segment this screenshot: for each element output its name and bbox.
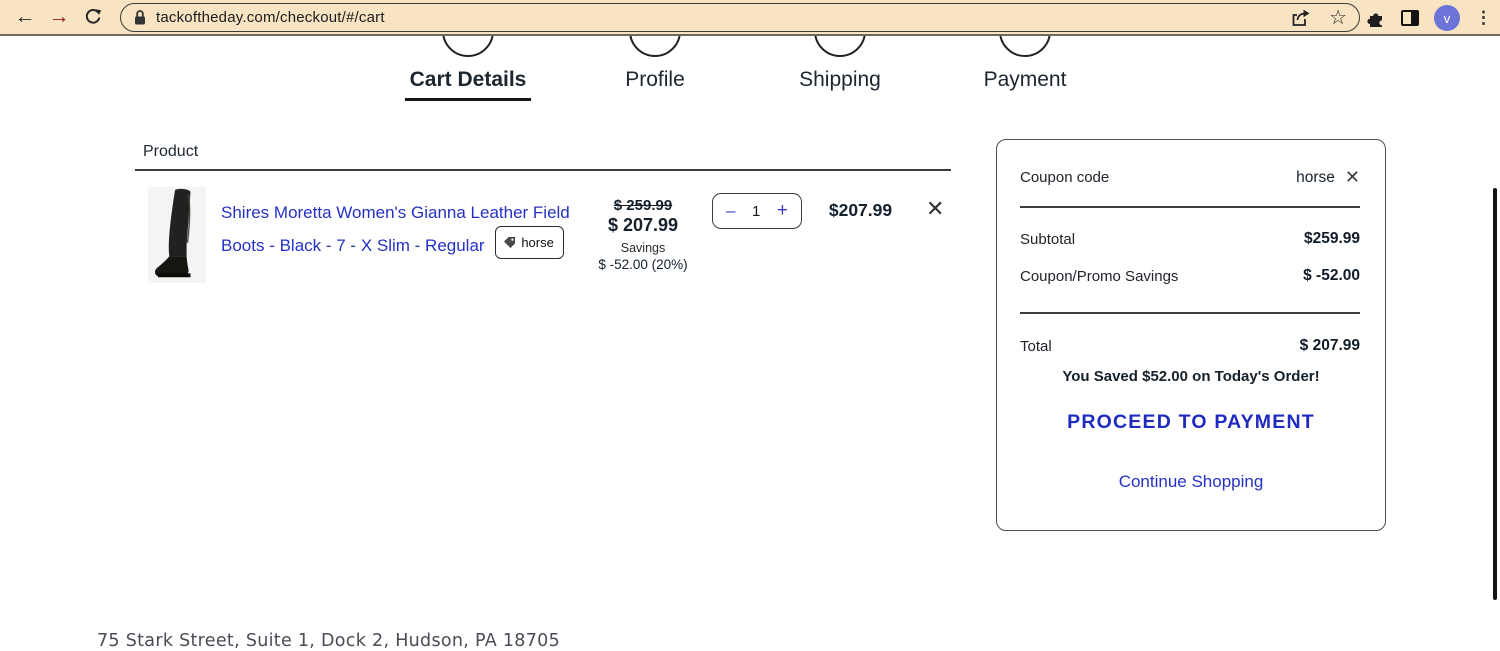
side-panel-icon	[1401, 10, 1419, 26]
address-bar[interactable]: tackoftheday.com/checkout/#/cart ☆	[120, 3, 1360, 32]
reload-icon	[85, 9, 102, 24]
kebab-menu-icon: ⋮	[1475, 8, 1492, 27]
table-header-divider	[135, 169, 951, 171]
product-tag-label: horse	[521, 235, 554, 250]
side-panel-button[interactable]	[1401, 10, 1419, 26]
browser-toolbar: ← → tackoftheday.com/checkout/#/cart ☆	[0, 0, 1500, 36]
footer-address: 75 Stark Street, Suite 1, Dock 2, Hudson…	[97, 631, 561, 651]
tag-icon	[504, 237, 516, 248]
total-row: Total $ 207.99	[1020, 337, 1360, 355]
product-title-link[interactable]: Shires Moretta Women's Gianna Leather Fi…	[221, 199, 593, 259]
vertical-scrollbar-thumb[interactable]	[1493, 188, 1497, 600]
promo-savings-label: Coupon/Promo Savings	[1020, 267, 1179, 285]
product-image-boot[interactable]	[148, 187, 206, 283]
product-column-header: Product	[143, 143, 199, 160]
subtotal-value: $259.99	[1303, 230, 1360, 247]
total-label: Total	[1020, 337, 1052, 355]
total-value: $ 207.99	[1299, 337, 1360, 354]
promo-savings-row: Coupon/Promo Savings $ -52.00	[1020, 267, 1360, 285]
line-total: $207.99	[828, 200, 893, 220]
order-summary-panel: Coupon code horse ✕ Subtotal $259.99 Cou…	[996, 139, 1386, 531]
forward-icon: →	[48, 5, 70, 28]
product-title-text: Shires Moretta Women's Gianna Leather Fi…	[221, 203, 570, 255]
savings-value: $ -52.00 (20%)	[598, 257, 688, 272]
quantity-value: 1	[752, 202, 761, 220]
tab-shipping[interactable]: Shipping	[799, 68, 881, 91]
star-icon: ☆	[1329, 6, 1347, 29]
active-step-underline	[405, 98, 531, 101]
proceed-to-payment-button[interactable]: PROCEED TO PAYMENT	[1067, 411, 1315, 433]
bookmark-button[interactable]: ☆	[1329, 8, 1347, 28]
savings-banner: You Saved $52.00 on Today's Order!	[1062, 368, 1320, 385]
promo-savings-value: $ -52.00	[1303, 267, 1360, 284]
share-icon	[1292, 9, 1310, 26]
remove-coupon-button[interactable]: ✕	[1345, 167, 1360, 188]
avatar-letter: v	[1443, 10, 1451, 26]
applied-coupon-code: horse	[1296, 168, 1335, 186]
coupon-label: Coupon code	[1020, 169, 1110, 186]
continue-shopping-link[interactable]: Continue Shopping	[1118, 472, 1264, 491]
subtotal-label: Subtotal	[1020, 230, 1076, 248]
tab-profile[interactable]: Profile	[625, 68, 685, 91]
profile-avatar[interactable]: v	[1434, 5, 1460, 31]
share-button[interactable]	[1290, 9, 1311, 27]
price-column: $ 259.99 $ 207.99 Savings $ -52.00 (20%)	[593, 197, 693, 272]
extensions-button[interactable]	[1366, 8, 1386, 28]
savings-label: Savings	[620, 241, 666, 255]
quantity-decrease-button[interactable]: –	[726, 201, 736, 220]
divider	[1020, 206, 1360, 208]
back-button[interactable]: ←	[8, 2, 42, 32]
lock-icon	[135, 10, 145, 25]
forward-button[interactable]: →	[42, 2, 76, 32]
quantity-increase-button[interactable]: +	[776, 200, 788, 221]
subtotal-row: Subtotal $259.99	[1020, 230, 1360, 248]
quantity-stepper: – 1 +	[712, 193, 802, 229]
close-icon: ✕	[1344, 167, 1360, 187]
url-text: tackoftheday.com/checkout/#/cart	[156, 9, 385, 26]
reload-button[interactable]	[76, 2, 110, 32]
sale-price: $ 207.99	[607, 215, 679, 235]
product-tag-chip: horse	[495, 226, 564, 259]
tab-payment[interactable]: Payment	[983, 68, 1067, 91]
divider	[1020, 312, 1360, 314]
coupon-row: Coupon code horse ✕	[1020, 167, 1360, 188]
browser-menu-button[interactable]: ⋮	[1475, 8, 1492, 28]
remove-item-button[interactable]: ✕	[926, 196, 944, 222]
tab-cart-details[interactable]: Cart Details	[409, 68, 527, 91]
close-icon: ✕	[926, 196, 945, 221]
original-price: $ 259.99	[613, 197, 673, 214]
puzzle-icon	[1367, 13, 1382, 27]
back-icon: ←	[14, 5, 36, 28]
